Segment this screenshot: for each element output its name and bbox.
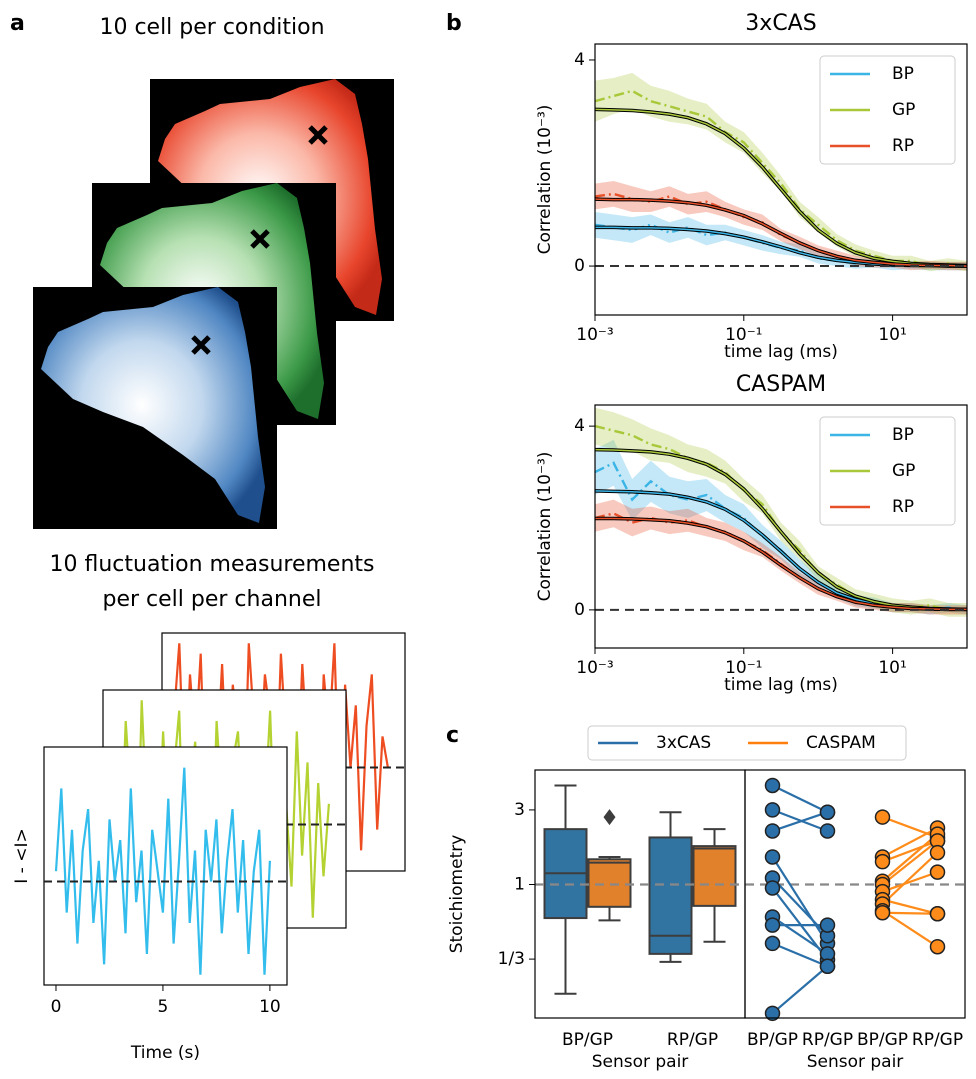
y-tick-label: 0 xyxy=(574,256,585,276)
pair-line xyxy=(883,817,938,837)
panel-a-title: 10 cell per condition xyxy=(99,15,324,40)
pair-point xyxy=(821,824,835,838)
pair-point xyxy=(931,907,945,921)
x-axis-label: Time (s) xyxy=(130,1043,200,1063)
pair-point xyxy=(766,803,780,817)
legend-label: GP xyxy=(892,100,915,120)
x-tick-label: BP/GP xyxy=(562,1030,613,1050)
x-axis-label: time lag (ms) xyxy=(724,675,838,695)
panel-a-caption: per cell per channel xyxy=(103,587,322,612)
x-axis-label: time lag (ms) xyxy=(724,342,838,362)
box xyxy=(694,846,736,906)
pair-point xyxy=(766,824,780,838)
pair-line xyxy=(773,943,828,966)
y-axis-label: Stoichiometry xyxy=(447,835,467,954)
pair-point xyxy=(821,959,835,973)
pair-line xyxy=(883,911,938,947)
x-tick-label: RP/GP xyxy=(912,1030,963,1050)
panel-label: c xyxy=(446,723,459,748)
y-tick-label: 4 xyxy=(574,50,585,70)
pair-point xyxy=(876,855,890,869)
legend-label: CASPAM xyxy=(806,733,876,753)
pair-point xyxy=(766,778,780,792)
pair-line xyxy=(773,966,828,1013)
legend-label: 3xCAS xyxy=(656,733,711,753)
y-tick-label: 1/3 xyxy=(498,949,525,969)
pair-line xyxy=(883,913,938,914)
pair-point xyxy=(821,918,835,932)
pair-point xyxy=(931,846,945,860)
x-tick-label: 10 xyxy=(259,997,281,1017)
pair-point xyxy=(821,805,835,819)
panel-label: b xyxy=(446,11,462,36)
pair-point xyxy=(931,940,945,954)
x-tick-label: 10⁻³ xyxy=(576,325,613,345)
x-tick-label: RP/GP xyxy=(802,1030,853,1050)
figure: a b c 10 cell per condition 10 fluctuati… xyxy=(0,0,976,1079)
x-axis-label: Sensor pair xyxy=(592,1052,689,1072)
y-axis-label: Correlation (10⁻³) xyxy=(535,105,555,255)
pair-line xyxy=(773,878,828,936)
panel-label: a xyxy=(10,11,25,36)
legend-label: GP xyxy=(892,461,915,481)
legend-label: RP xyxy=(892,497,914,517)
panel-a-caption: 10 fluctuation measurements xyxy=(49,552,374,577)
x-tick-label: 0 xyxy=(51,997,62,1017)
y-tick-label: 0 xyxy=(574,600,585,620)
x-tick-label: BP/GP xyxy=(747,1030,798,1050)
outlier xyxy=(604,809,616,825)
pair-point xyxy=(766,881,780,895)
pair-point xyxy=(876,810,890,824)
x-tick-label: 10¹ xyxy=(878,325,906,345)
x-tick-label: 10⁻³ xyxy=(576,658,613,678)
chart-title: 3xCAS xyxy=(745,11,816,36)
pair-line xyxy=(773,785,828,812)
pair-point xyxy=(766,850,780,864)
legend-label: BP xyxy=(892,425,914,445)
x-tick-label: RP/GP xyxy=(667,1030,718,1050)
y-tick-label: 1 xyxy=(514,875,525,895)
x-tick-label: BP/GP xyxy=(857,1030,908,1050)
y-axis-label: Correlation (10⁻³) xyxy=(535,452,555,602)
y-tick-label: 3 xyxy=(514,800,525,820)
chart-title: CASPAM xyxy=(736,372,826,397)
x-axis-label: Sensor pair xyxy=(807,1052,904,1072)
trace-panel xyxy=(44,747,287,985)
x-tick-label: 5 xyxy=(158,997,169,1017)
y-tick-label: 4 xyxy=(574,416,585,436)
legend-label: RP xyxy=(892,136,914,156)
legend-label: BP xyxy=(892,64,914,84)
pair-line xyxy=(883,900,938,914)
cell-image xyxy=(33,287,277,529)
pair-point xyxy=(876,906,890,920)
pair-point xyxy=(931,865,945,879)
pair-point xyxy=(766,936,780,950)
x-tick-label: 10¹ xyxy=(878,658,906,678)
box xyxy=(589,859,631,907)
pair-point xyxy=(766,918,780,932)
y-axis-label: I - <I> xyxy=(12,828,32,883)
